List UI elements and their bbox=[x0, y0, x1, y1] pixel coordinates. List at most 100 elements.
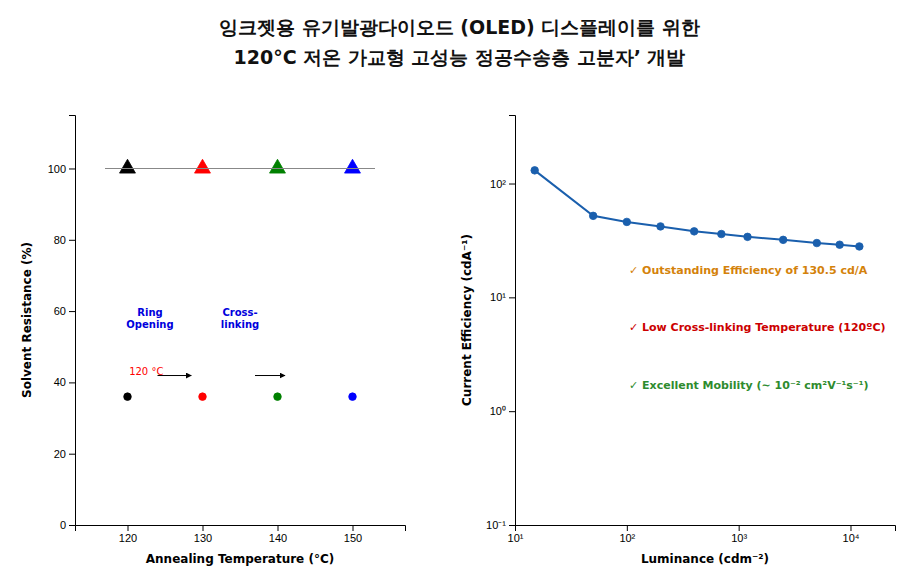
plot-area bbox=[531, 167, 863, 251]
point bbox=[836, 241, 844, 249]
point bbox=[270, 159, 286, 173]
tick-mark bbox=[278, 525, 279, 531]
tick-mark bbox=[203, 525, 204, 531]
point bbox=[345, 159, 361, 173]
tick-mark bbox=[509, 297, 515, 298]
tick-label: 10¹ bbox=[508, 532, 524, 544]
y-axis: 0 20 40 60 80 100 bbox=[48, 116, 76, 532]
point bbox=[589, 212, 597, 220]
tick-label: 0 bbox=[60, 519, 66, 531]
tick-label: 130 bbox=[194, 532, 212, 544]
tick-label: 10¹ bbox=[490, 291, 506, 303]
tick: 20 bbox=[54, 448, 75, 460]
point bbox=[199, 393, 207, 401]
x-axis-title: Annealing Temperature (°C) bbox=[146, 552, 334, 566]
tick-label: 100 bbox=[48, 162, 66, 174]
tick-mark bbox=[509, 525, 515, 526]
tick: 60 bbox=[54, 305, 75, 317]
title: 잉크젯용 유기발광다이오드 (OLED) 디스플레이를 위한 bbox=[219, 16, 700, 38]
annotation: ✓ Low Cross-linking Temperature (120ºC) bbox=[629, 321, 886, 334]
point bbox=[195, 159, 211, 173]
title: 120°C 저온 가교형 고성능 정공수송층 고분자’ 개발 bbox=[233, 46, 685, 68]
annotation: Cross-linking bbox=[221, 307, 259, 330]
tick: 80 bbox=[54, 234, 75, 246]
annotation: ✓ Outstanding Efficiency of 130.5 cd/A bbox=[629, 264, 868, 277]
tick-mark bbox=[69, 240, 75, 241]
tick-label: 150 bbox=[344, 532, 362, 544]
tick-label: 140 bbox=[269, 532, 287, 544]
figure: 잉크젯용 유기발광다이오드 (OLED) 디스플레이를 위한 120°C 저온 가… bbox=[0, 0, 919, 583]
tick: 10² bbox=[619, 525, 635, 544]
tick: 0 bbox=[60, 519, 75, 531]
line bbox=[105, 168, 375, 169]
tick-label: 10⁴ bbox=[843, 532, 860, 544]
tick-mark bbox=[69, 525, 75, 526]
point bbox=[531, 167, 539, 175]
tick: 10⁴ bbox=[843, 525, 860, 544]
tick-mark bbox=[509, 411, 515, 412]
arrow bbox=[158, 375, 192, 376]
tick-mark bbox=[69, 311, 75, 312]
tick-mark bbox=[627, 525, 628, 531]
chart: 10¹ 10² 10³ 10⁴ 10⁻¹ 10⁰ 10¹ 10² Luminance (cdm⁻… bbox=[460, 116, 896, 567]
point bbox=[657, 223, 665, 231]
y-axis: 10⁻¹ 10⁰ 10¹ 10² bbox=[486, 116, 515, 532]
tick-label: 10² bbox=[619, 532, 635, 544]
tick: 150 bbox=[344, 525, 362, 544]
point bbox=[718, 230, 726, 238]
x-axis-line bbox=[516, 526, 896, 532]
tick-mark bbox=[128, 525, 129, 531]
point bbox=[349, 393, 357, 401]
tick-mark bbox=[69, 382, 75, 383]
tick: 120 bbox=[119, 525, 137, 544]
tick-label: 10⁻¹ bbox=[486, 519, 506, 531]
point bbox=[813, 239, 821, 247]
tick: 10¹ bbox=[508, 525, 524, 544]
y-axis-line bbox=[509, 116, 516, 526]
y-axis-title: Current Efficiency (cdA⁻¹) bbox=[460, 234, 474, 406]
annotation: ✓ Excellent Mobility (∼ 10⁻² cm²V⁻¹s⁻¹) bbox=[629, 379, 868, 392]
tick: 10³ bbox=[731, 525, 747, 544]
tick-mark bbox=[69, 454, 75, 455]
point bbox=[744, 233, 752, 241]
chart: 120 130 140 150 0 20 40 60 80 100 Annealing Temper… bbox=[20, 116, 406, 567]
point bbox=[120, 159, 136, 173]
x-axis-line bbox=[76, 526, 406, 532]
point bbox=[690, 228, 698, 236]
tick-label: 60 bbox=[54, 305, 66, 317]
point bbox=[274, 393, 282, 401]
tick-label: 40 bbox=[54, 376, 66, 388]
arrow bbox=[255, 375, 285, 376]
point bbox=[779, 236, 787, 244]
tick-mark bbox=[509, 184, 515, 185]
tick-label: 20 bbox=[54, 448, 66, 460]
tick-mark bbox=[69, 168, 75, 169]
tick-label: 120 bbox=[119, 532, 137, 544]
tick: 10¹ bbox=[490, 291, 515, 303]
tick: 10⁻¹ bbox=[486, 519, 515, 531]
tick: 40 bbox=[54, 376, 75, 388]
tick-label: 80 bbox=[54, 234, 66, 246]
point bbox=[623, 218, 631, 226]
tick: 10⁰ bbox=[490, 405, 515, 417]
tick: 140 bbox=[269, 525, 287, 544]
tick-label: 10⁰ bbox=[490, 405, 506, 417]
tick: 10² bbox=[490, 178, 515, 190]
tick-label: 10³ bbox=[731, 532, 747, 544]
annotation: RingOpening bbox=[126, 307, 173, 330]
point bbox=[856, 243, 864, 251]
point bbox=[124, 393, 132, 401]
tick-mark bbox=[353, 525, 354, 531]
tick-mark bbox=[850, 525, 851, 531]
tick-mark bbox=[739, 525, 740, 531]
plot-area bbox=[105, 159, 375, 400]
tick-label: 10² bbox=[490, 178, 506, 190]
line bbox=[535, 170, 860, 246]
x-axis: 120 130 140 150 bbox=[76, 525, 406, 544]
tick: 100 bbox=[48, 162, 75, 174]
x-axis: 10¹ 10² 10³ 10⁴ bbox=[508, 525, 896, 544]
y-axis-line bbox=[69, 116, 76, 526]
tick: 130 bbox=[194, 525, 212, 544]
x-axis-title: Luminance (cdm⁻²) bbox=[641, 552, 769, 566]
y-axis-title: Solvent Resistance (%) bbox=[20, 242, 34, 398]
